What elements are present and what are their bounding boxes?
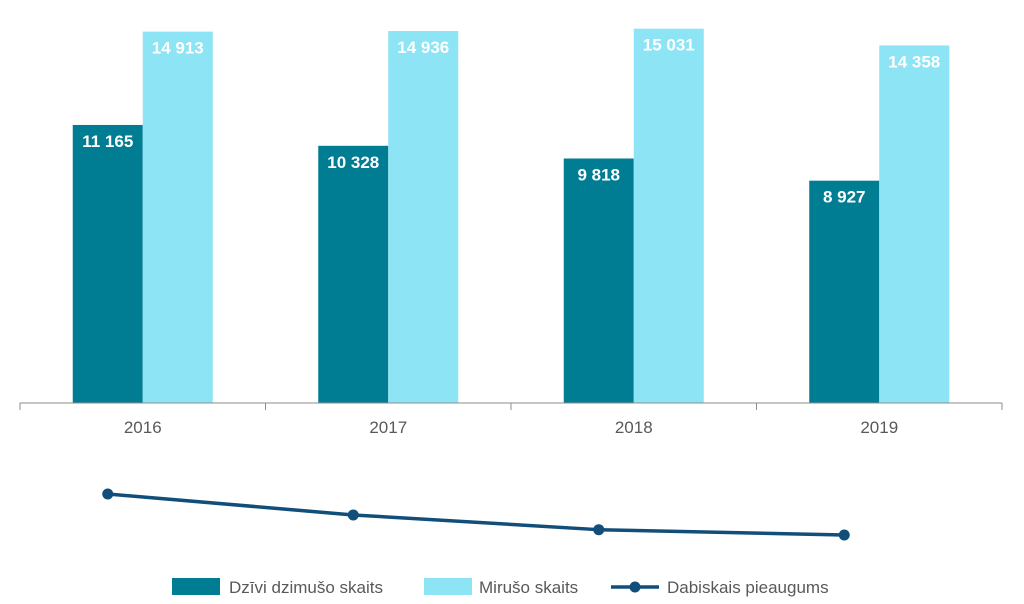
x-tick-label: 2016 [124, 418, 162, 437]
legend-label: Dzīvi dzimušo skaits [229, 578, 383, 597]
legend-swatch-0 [172, 578, 220, 595]
legend-label: Dabiskais pieaugums [667, 578, 829, 597]
line-point-2018 [593, 524, 605, 536]
bar-deaths-2017 [388, 31, 459, 404]
data-label-deaths-2019: 14 358 [888, 52, 940, 71]
bar-births-2018 [563, 158, 634, 403]
legend: Dzīvi dzimušo skaits Mirušo skaits Dabiska… [172, 578, 829, 597]
line-point-2017 [347, 509, 359, 521]
bars-layer: 11 165 14 913 10 328 14 936 9 818 15 031 8 927… [72, 28, 950, 404]
x-tick-label: 2018 [615, 418, 653, 437]
bar-births-2016 [72, 124, 143, 404]
legend-swatch-1 [424, 578, 472, 595]
bar-deaths-2019 [879, 45, 950, 403]
line-point-2019 [838, 529, 850, 541]
data-label-births-2018: 9 818 [577, 166, 620, 185]
x-axis: 2016 2017 2018 2019 [19, 402, 1003, 437]
legend-label: Mirušo skaits [479, 578, 578, 597]
bar-births-2017 [318, 145, 389, 403]
series-line-natural-increase [107, 492, 845, 537]
legend-swatch-marker [629, 581, 641, 593]
bar-deaths-2018 [633, 28, 704, 403]
line-layer [102, 488, 850, 541]
data-label-births-2016: 11 165 [82, 132, 133, 151]
data-label-deaths-2017: 14 936 [397, 38, 449, 57]
bar-deaths-2016 [142, 31, 213, 403]
bar-births-2019 [809, 180, 880, 403]
data-label-deaths-2016: 14 913 [152, 39, 204, 58]
x-tick-label: 2017 [369, 418, 407, 437]
data-label-births-2019: 8 927 [823, 188, 866, 207]
line-point-2016 [102, 488, 114, 500]
x-tick-label: 2019 [860, 418, 898, 437]
data-label-deaths-2018: 15 031 [643, 36, 695, 55]
data-label-births-2017: 10 328 [327, 153, 379, 172]
